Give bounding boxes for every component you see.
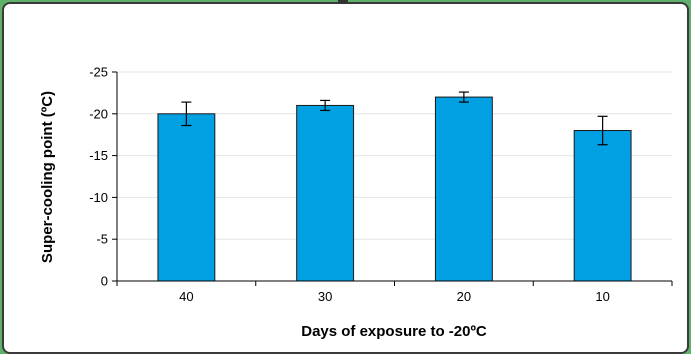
y-tick-label: -25: [89, 65, 108, 80]
bar: [296, 104, 355, 282]
error-bars: [181, 91, 608, 146]
x-tick-label: 10: [595, 289, 609, 304]
y-tick-label: -20: [89, 106, 108, 121]
x-tick-labels: 40 30 20 10: [179, 289, 610, 304]
y-tick-label: -15: [89, 148, 108, 163]
x-axis-title: Days of exposure to -20ºC: [301, 323, 487, 340]
axes: [112, 71, 673, 286]
frame-tab: [338, 0, 348, 4]
x-tick-label: 20: [457, 289, 471, 304]
bar: [434, 96, 493, 282]
bar: [573, 130, 632, 282]
x-tick-label: 30: [318, 289, 332, 304]
bar: [157, 113, 216, 282]
y-axis-title: Super-cooling point (ºC): [39, 91, 56, 263]
y-tick-labels: 0 -5 -10 -15 -20 -25: [89, 65, 108, 289]
y-tick-label: -5: [96, 232, 108, 247]
y-tick-label: -10: [89, 190, 108, 205]
bars: [157, 96, 632, 282]
x-tick-label: 40: [179, 289, 193, 304]
y-tick-label: 0: [101, 274, 108, 289]
